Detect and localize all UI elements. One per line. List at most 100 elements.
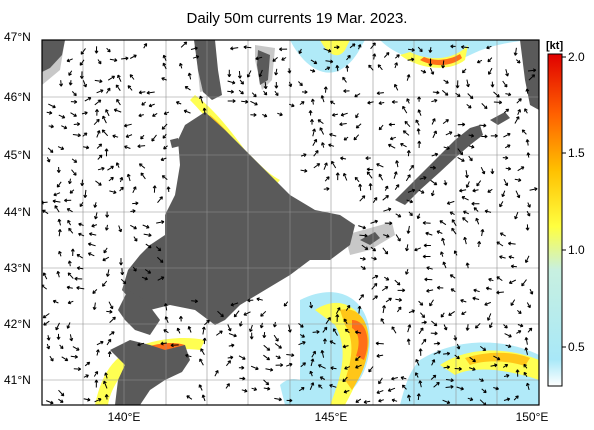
current-arrow [360,265,366,270]
current-arrow [345,304,351,311]
current-arrow [227,69,232,78]
current-arrow [69,189,75,194]
current-arrow [262,332,267,339]
current-arrow [431,98,438,103]
current-arrow [476,59,483,64]
current-arrow [436,230,443,234]
current-arrow [510,299,516,306]
current-arrow [394,54,400,59]
current-arrow [504,144,511,149]
current-arrow [443,324,448,331]
current-arrow [496,276,503,282]
current-arrow [377,64,383,71]
current-arrow [161,77,167,81]
current-arrow [73,367,82,372]
current-arrow [48,103,56,109]
current-arrow [420,69,427,74]
current-arrow [395,297,403,302]
current-arrow [430,67,435,75]
colorbar-ticks [562,56,566,348]
current-arrow [88,232,97,237]
current-arrow [49,355,54,362]
current-arrow [376,163,384,168]
current-arrow [439,220,447,226]
current-arrow [383,52,390,58]
current-arrow [274,68,279,76]
current-arrow [163,111,170,115]
current-arrow [313,163,321,169]
current-arrow [433,350,441,355]
current-arrow [457,148,464,156]
current-arrow [247,298,254,303]
current-arrow [420,312,426,319]
current-arrow [430,331,438,336]
current-arrow [300,168,308,173]
current-arrow [456,386,464,391]
current-arrow [138,163,146,169]
current-arrow [67,219,72,226]
current-arrow [46,335,51,341]
current-arrow [449,211,455,216]
current-arrow [524,337,529,345]
current-arrow [481,103,488,110]
current-arrow [466,79,470,88]
current-arrow [378,398,384,403]
current-arrow [250,365,259,371]
current-arrow [400,376,407,380]
current-arrow [93,118,100,126]
current-arrow [365,156,371,161]
current-arrow [384,221,393,226]
current-arrow [382,305,386,314]
current-arrow [514,116,520,124]
current-arrow [286,362,293,367]
current-arrow [87,242,96,247]
current-arrow [499,232,506,237]
current-arrow [342,172,348,181]
current-arrow [505,69,509,77]
current-arrow [108,176,114,182]
current-arrow [201,394,206,402]
current-arrow [422,254,431,259]
current-arrow [391,326,397,334]
current-arrow [263,379,270,386]
current-arrow [255,56,263,61]
current-arrow [117,74,122,82]
current-arrow [430,190,435,197]
current-arrow [96,340,104,346]
current-arrow [145,243,152,249]
current-arrow [508,255,515,260]
current-arrow [74,276,83,281]
current-arrow [179,62,183,69]
current-arrow [340,112,348,117]
current-arrow [418,327,424,335]
current-arrow [368,64,374,71]
current-arrow [461,196,469,201]
current-arrow [113,108,122,113]
current-arrow [355,364,362,369]
current-arrow [57,228,62,237]
current-arrow [214,369,219,377]
current-arrow [66,208,73,213]
current-arrow [109,331,115,336]
current-arrow [258,69,263,78]
current-arrow [132,186,137,194]
current-arrow [82,132,88,137]
current-arrow [230,46,239,51]
current-arrow [426,288,434,293]
current-arrow [216,330,223,336]
current-arrow [357,305,362,314]
current-arrow [381,286,389,292]
current-arrow [329,100,336,105]
current-arrow [58,114,66,119]
current-arrow [528,74,536,81]
current-arrow [526,302,531,309]
current-arrow [251,92,257,98]
current-arrow [55,322,60,331]
current-arrow [107,351,112,358]
current-arrow [127,85,133,91]
current-arrow [237,70,242,79]
current-arrow [79,71,84,79]
current-arrow [456,343,461,350]
current-arrow [66,58,73,63]
current-arrow [440,251,444,257]
